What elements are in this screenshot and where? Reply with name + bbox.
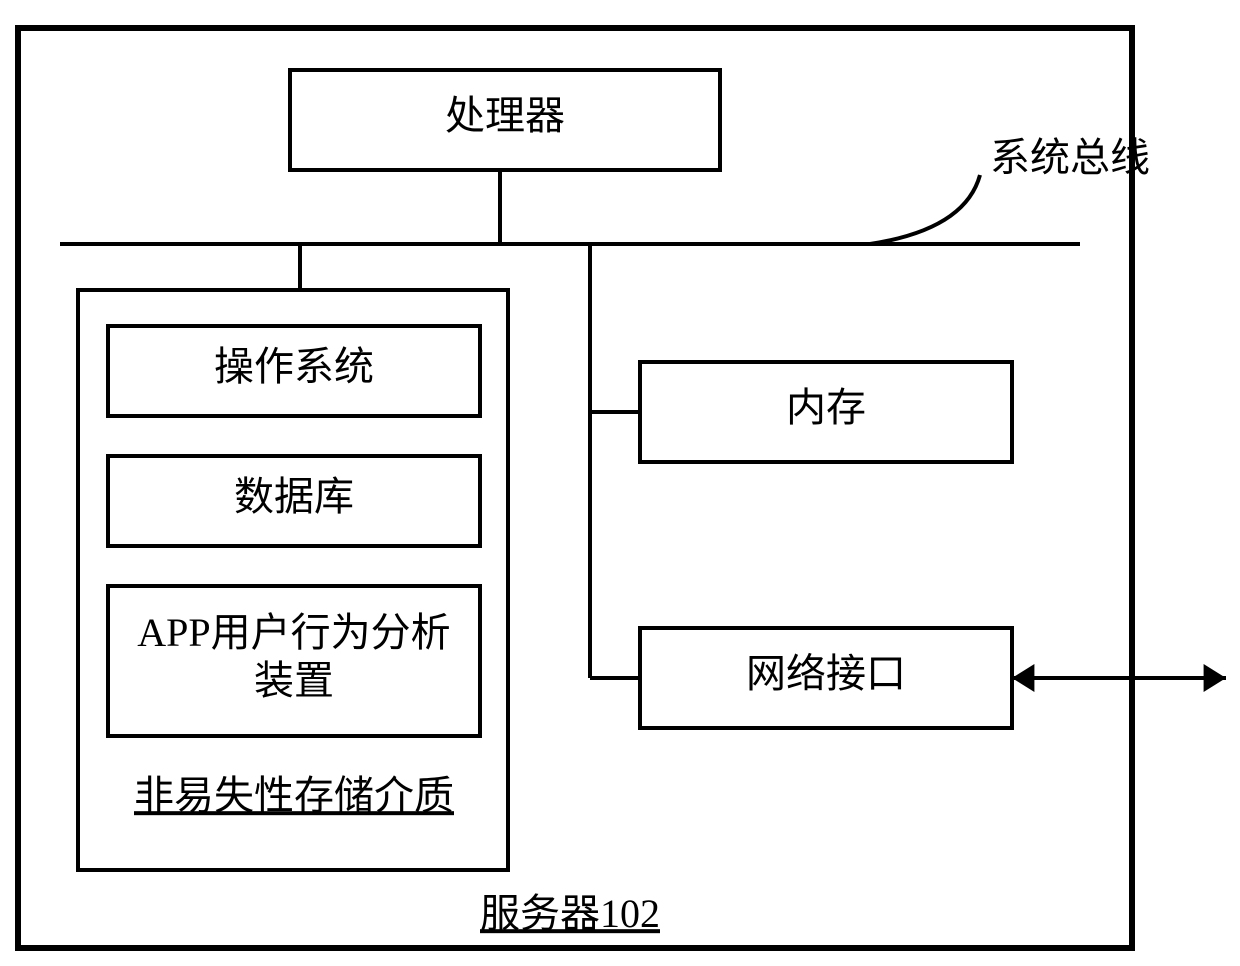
bus-label: 系统总线 [990, 135, 1150, 180]
database-label: 数据库 [234, 474, 354, 519]
storage-caption: 非易失性存储介质 [134, 773, 454, 818]
arrowhead-left [1012, 664, 1034, 692]
bus-label-arc [870, 175, 980, 244]
memory-label: 内存 [786, 385, 866, 430]
arrowhead-right [1204, 664, 1226, 692]
net-interface-label: 网络接口 [746, 651, 906, 696]
app-device-label-line2: 装置 [254, 658, 334, 703]
architecture-diagram: 处理器 系统总线 操作系统 数据库 APP用户行为分析 装置 非易失性存储介质 … [0, 0, 1240, 966]
os-label: 操作系统 [214, 344, 374, 389]
processor-label: 处理器 [445, 93, 565, 138]
app-device-label-line1: APP用户行为分析 [137, 610, 450, 655]
server-caption: 服务器102 [480, 891, 660, 936]
